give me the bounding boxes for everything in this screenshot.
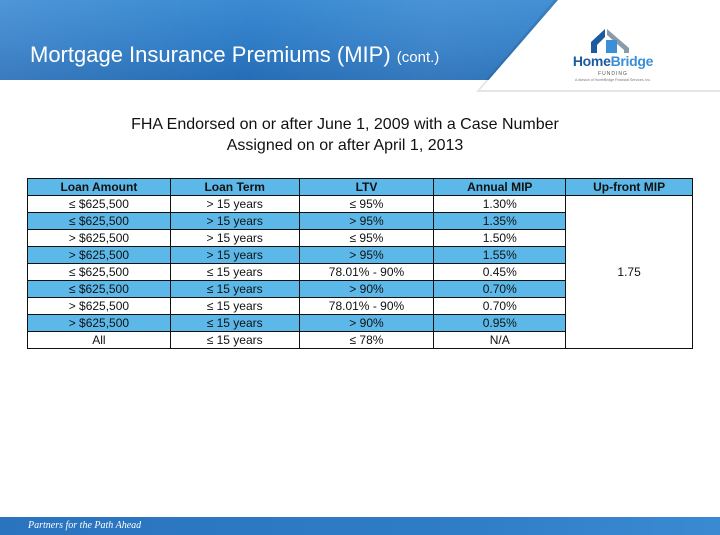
column-header-loan-term: Loan Term	[169, 178, 300, 196]
logo-tagline: A division of HomeBridge Financial Servi…	[574, 78, 652, 82]
cell-loan-term: ≤ 15 years	[169, 314, 300, 332]
cell-loan-term: > 15 years	[169, 246, 300, 264]
cell-annual-mip: 1.30%	[433, 195, 567, 213]
cell-ltv: > 95%	[298, 246, 435, 264]
cell-annual-mip: 0.95%	[433, 314, 567, 332]
cell-loan-term: > 15 years	[169, 212, 300, 230]
table-heading-line-1: FHA Endorsed on or after June 1, 2009 wi…	[131, 116, 559, 133]
house-logo-icon	[591, 29, 629, 53]
cell-loan-term: > 15 years	[169, 195, 300, 213]
table-row: > $625,500 ≤ 15 years 78.01% - 90% 0.70%	[27, 297, 693, 315]
cell-ltv: 78.01% - 90%	[298, 263, 435, 281]
footer-band: Partners for the Path Ahead	[0, 517, 720, 535]
footer-tagline: Partners for the Path Ahead	[28, 520, 142, 531]
title-main: Mortgage Insurance Premiums (MIP)	[30, 42, 391, 67]
logo-home-text: Home	[572, 53, 611, 69]
cell-loan-term: > 15 years	[169, 229, 300, 247]
table-row: ≤ $625,500 ≤ 15 years > 90% 0.70%	[27, 280, 693, 298]
company-logo: HomeBridge FUNDING A division of HomeBri…	[563, 26, 663, 86]
cell-annual-mip: 1.55%	[433, 246, 567, 264]
cell-loan-term: ≤ 15 years	[169, 280, 300, 298]
cell-loan-amount: > $625,500	[27, 229, 171, 247]
cell-loan-amount: All	[27, 331, 171, 349]
logo-funding-text: FUNDING	[598, 71, 628, 77]
cell-loan-amount: > $625,500	[27, 314, 171, 332]
mip-table: Loan Amount Loan Term LTV Annual MIP Up-…	[27, 178, 693, 349]
cell-loan-term: ≤ 15 years	[169, 263, 300, 281]
cell-loan-amount: > $625,500	[27, 246, 171, 264]
cell-annual-mip: 1.50%	[433, 229, 567, 247]
table-row: > $625,500 > 15 years ≤ 95% 1.50%	[27, 229, 693, 247]
cell-ltv: 78.01% - 90%	[298, 297, 435, 315]
column-header-upfront-mip: Up-front MIP	[565, 178, 693, 196]
table-header-row: Loan Amount Loan Term LTV Annual MIP Up-…	[27, 178, 693, 196]
cell-loan-amount: ≤ $625,500	[27, 263, 171, 281]
cell-ltv: > 90%	[298, 280, 435, 298]
table-row: ≤ $625,500 ≤ 15 years 78.01% - 90% 0.45%	[27, 263, 693, 281]
cell-ltv: > 95%	[298, 212, 435, 230]
cell-loan-amount: > $625,500	[27, 297, 171, 315]
logo-bridge-text: Bridge	[610, 53, 654, 69]
table-row: > $625,500 ≤ 15 years > 90% 0.95%	[27, 314, 693, 332]
logo-wordmark: HomeBridge	[563, 53, 663, 69]
column-header-annual-mip: Annual MIP	[433, 178, 567, 196]
table-row: ≤ $625,500 > 15 years ≤ 95% 1.30% 1.75	[27, 195, 693, 349]
cell-loan-amount: ≤ $625,500	[27, 212, 171, 230]
table-row: All ≤ 15 years ≤ 78% N/A	[27, 331, 693, 349]
column-header-ltv: LTV	[298, 178, 435, 196]
table-row: > $625,500 > 15 years > 95% 1.55%	[27, 246, 693, 264]
cell-annual-mip: 0.45%	[433, 263, 567, 281]
cell-annual-mip: N/A	[433, 331, 567, 349]
cell-annual-mip: 0.70%	[433, 297, 567, 315]
cell-ltv: ≤ 95%	[298, 229, 435, 247]
cell-loan-amount: ≤ $625,500	[27, 280, 171, 298]
column-header-loan-amount: Loan Amount	[27, 178, 171, 196]
cell-ltv: ≤ 95%	[298, 195, 435, 213]
table-row: ≤ $625,500 > 15 years > 95% 1.35%	[27, 212, 693, 230]
table-heading: FHA Endorsed on or after June 1, 2009 wi…	[0, 114, 690, 156]
cell-ltv: > 90%	[298, 314, 435, 332]
page-title: Mortgage Insurance Premiums (MIP) (cont.…	[30, 42, 439, 71]
cell-loan-term: ≤ 15 years	[169, 297, 300, 315]
cell-annual-mip: 1.35%	[433, 212, 567, 230]
title-suffix: (cont.)	[396, 49, 440, 66]
cell-ltv: ≤ 78%	[298, 331, 435, 349]
cell-annual-mip: 0.70%	[433, 280, 567, 298]
cell-upfront-mip: 1.75	[565, 195, 693, 349]
cell-loan-amount: ≤ $625,500	[27, 195, 171, 213]
table-heading-line-2: Assigned on or after April 1, 2013	[226, 137, 464, 154]
cell-loan-term: ≤ 15 years	[169, 331, 300, 349]
